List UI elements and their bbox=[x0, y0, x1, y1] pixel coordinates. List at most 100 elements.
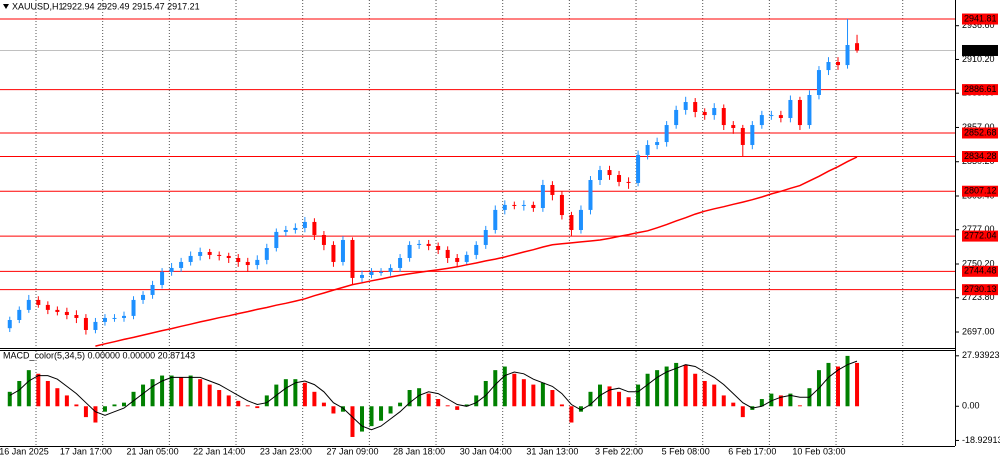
ohlc-text: 2922.94 2929.49 2915.47 2917.21 bbox=[62, 1, 200, 11]
macd-bar bbox=[855, 362, 860, 407]
candle-body bbox=[93, 321, 98, 330]
candle-body bbox=[778, 115, 783, 119]
macd-bar bbox=[436, 399, 441, 407]
candle-body bbox=[769, 115, 774, 117]
macd-bar bbox=[683, 364, 688, 407]
candle-body bbox=[283, 229, 288, 232]
candle-body bbox=[398, 257, 403, 268]
candle-body bbox=[636, 154, 641, 183]
candle-body bbox=[17, 309, 22, 321]
candle-body bbox=[569, 215, 574, 230]
macd-bar bbox=[483, 380, 488, 407]
macd-bar bbox=[331, 406, 336, 414]
candle-body bbox=[540, 184, 545, 209]
candle-body bbox=[302, 221, 307, 228]
x-tick-label: 6 Feb 17:00 bbox=[728, 446, 776, 456]
candle-body bbox=[131, 299, 136, 316]
macd-bar bbox=[417, 388, 422, 407]
candle-body bbox=[502, 204, 507, 210]
candle-body bbox=[379, 271, 384, 273]
macd-bar bbox=[712, 384, 717, 407]
candle-body bbox=[226, 255, 231, 258]
macd-bar bbox=[788, 393, 793, 407]
macd-bar bbox=[731, 402, 736, 407]
macd-bar bbox=[112, 404, 117, 407]
menu-arrow[interactable] bbox=[3, 4, 9, 9]
x-tick-label: 28 Jan 18:00 bbox=[393, 446, 445, 456]
level-label: 2834.28 bbox=[964, 151, 997, 161]
macd-bar bbox=[455, 406, 460, 410]
macd-bar bbox=[17, 380, 22, 407]
macd-bar bbox=[407, 390, 412, 407]
macd-bar bbox=[674, 362, 679, 407]
macd-bar bbox=[702, 380, 707, 407]
macd-bar bbox=[464, 404, 469, 407]
candle-body bbox=[674, 109, 679, 126]
macd-bar bbox=[83, 406, 88, 418]
y-tick-label: 2910.20 bbox=[962, 54, 995, 64]
macd-bar bbox=[636, 384, 641, 407]
macd-bar bbox=[150, 379, 155, 407]
candle-body bbox=[836, 62, 840, 66]
candle-body bbox=[179, 261, 184, 268]
macd-bar bbox=[236, 400, 241, 407]
macd-bar bbox=[398, 402, 403, 407]
candle-body bbox=[807, 94, 812, 126]
candle-body bbox=[493, 209, 498, 230]
macd-bar bbox=[283, 379, 288, 407]
macd-bar bbox=[617, 391, 622, 407]
candle-body bbox=[750, 125, 755, 145]
level-label-box bbox=[962, 13, 998, 25]
y-tick-label: 2777.00 bbox=[962, 224, 995, 234]
macd-bar bbox=[26, 370, 31, 407]
macd-bar bbox=[769, 393, 774, 407]
y-tick-label: 27.93923 bbox=[962, 350, 1000, 360]
candle-body bbox=[626, 181, 631, 183]
candle-body bbox=[578, 209, 583, 230]
candle-body bbox=[740, 127, 745, 145]
macd-bar bbox=[188, 375, 193, 407]
macd-bar bbox=[550, 390, 555, 407]
macd-bar bbox=[588, 391, 593, 407]
y-tick-label: 2750.20 bbox=[962, 258, 995, 268]
macd-title: MACD_color(5,34,5) 0.00000 0.00000 20.87… bbox=[3, 350, 195, 360]
candle-body bbox=[664, 125, 669, 143]
candle-body bbox=[693, 102, 698, 112]
candle-body bbox=[102, 317, 107, 322]
candle-body bbox=[826, 62, 831, 71]
level-label-box bbox=[962, 127, 998, 139]
macd-bar bbox=[826, 362, 831, 407]
candle-body bbox=[455, 257, 460, 262]
macd-bar bbox=[540, 382, 545, 407]
macd-bar bbox=[264, 395, 269, 407]
candle-body bbox=[436, 245, 441, 250]
macd-bar bbox=[797, 405, 802, 407]
level-label: 2852.68 bbox=[964, 127, 997, 137]
candle-body bbox=[702, 111, 707, 116]
level-label-box bbox=[962, 84, 998, 96]
macd-bar bbox=[340, 406, 345, 412]
candle-body bbox=[426, 243, 431, 246]
macd-bar bbox=[131, 391, 136, 407]
macd-bar bbox=[102, 406, 107, 412]
candle-body bbox=[759, 115, 764, 126]
level-label: 2886.61 bbox=[964, 84, 997, 94]
candle-body bbox=[816, 70, 821, 95]
macd-bar bbox=[141, 384, 146, 407]
macd-bar bbox=[169, 375, 174, 407]
candle-body bbox=[645, 144, 650, 155]
macd-bar bbox=[198, 379, 203, 407]
grid bbox=[35, 0, 904, 446]
candle-body bbox=[712, 108, 717, 116]
macd-bar bbox=[45, 380, 50, 407]
x-tick-label: 22 Jan 14:00 bbox=[193, 446, 245, 456]
candle-body bbox=[340, 239, 345, 262]
macd-bar bbox=[493, 370, 498, 407]
macd-bar bbox=[160, 375, 165, 407]
candle-body bbox=[217, 254, 222, 256]
candle-body bbox=[321, 234, 326, 245]
macd-bar bbox=[512, 373, 517, 407]
current-price-label: 2917.21 bbox=[964, 45, 997, 55]
